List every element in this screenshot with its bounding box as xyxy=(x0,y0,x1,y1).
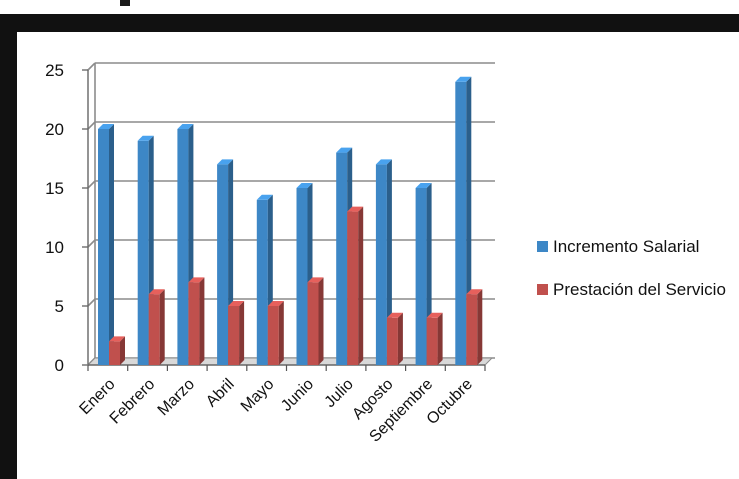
legend-label: Prestación del Servicio xyxy=(553,280,726,299)
top-strip xyxy=(0,0,739,14)
y-tick-label: 25 xyxy=(45,61,64,80)
bars xyxy=(98,76,483,366)
gridline-depth xyxy=(87,239,96,248)
bar-prestacion-servicio xyxy=(109,336,125,365)
x-tick-label: Abril xyxy=(203,376,238,411)
bar-prestacion-servicio xyxy=(426,312,443,365)
legend: Incremento Salarial Prestación del Servic… xyxy=(537,237,726,299)
legend-label: Incremento Salarial xyxy=(553,237,699,256)
x-tick-label: Julio xyxy=(322,376,357,411)
y-tick-labels: 0 5 10 15 20 25 xyxy=(45,61,64,375)
gridline-depth xyxy=(87,298,96,307)
bar-prestacion-servicio xyxy=(267,301,284,365)
x-tick-label: Mayo xyxy=(238,376,278,416)
y-tick-label: 20 xyxy=(45,120,64,139)
legend-item: Incremento Salarial xyxy=(537,237,699,256)
bar-incremento-salarial xyxy=(98,124,114,365)
gridline-depth xyxy=(87,62,96,71)
x-tick-label: Junio xyxy=(278,376,317,415)
bar-incremento-salarial xyxy=(375,159,392,365)
y-tick-label: 5 xyxy=(55,297,64,316)
cut-off-heading-fragment xyxy=(120,0,130,6)
x-tick-label: Febrero xyxy=(107,376,159,428)
gridline-depth xyxy=(87,180,96,189)
y-tick-label: 0 xyxy=(55,356,64,375)
bar-prestacion-servicio xyxy=(386,312,403,365)
bar-prestacion-servicio xyxy=(347,206,364,365)
legend-swatch xyxy=(537,241,548,252)
bar-prestacion-servicio xyxy=(148,289,165,365)
y-tick-label: 10 xyxy=(45,238,64,257)
bar-prestacion-servicio xyxy=(188,277,205,365)
x-tick-label: Marzo xyxy=(155,376,199,420)
legend-swatch xyxy=(537,284,548,295)
legend-item: Prestación del Servicio xyxy=(537,280,726,299)
y-tick-label: 15 xyxy=(45,179,64,198)
gridline-depth xyxy=(87,121,96,130)
bar-prestacion-servicio xyxy=(466,289,483,365)
bar-prestacion-servicio xyxy=(307,277,324,365)
bar-prestacion-servicio xyxy=(228,301,245,365)
